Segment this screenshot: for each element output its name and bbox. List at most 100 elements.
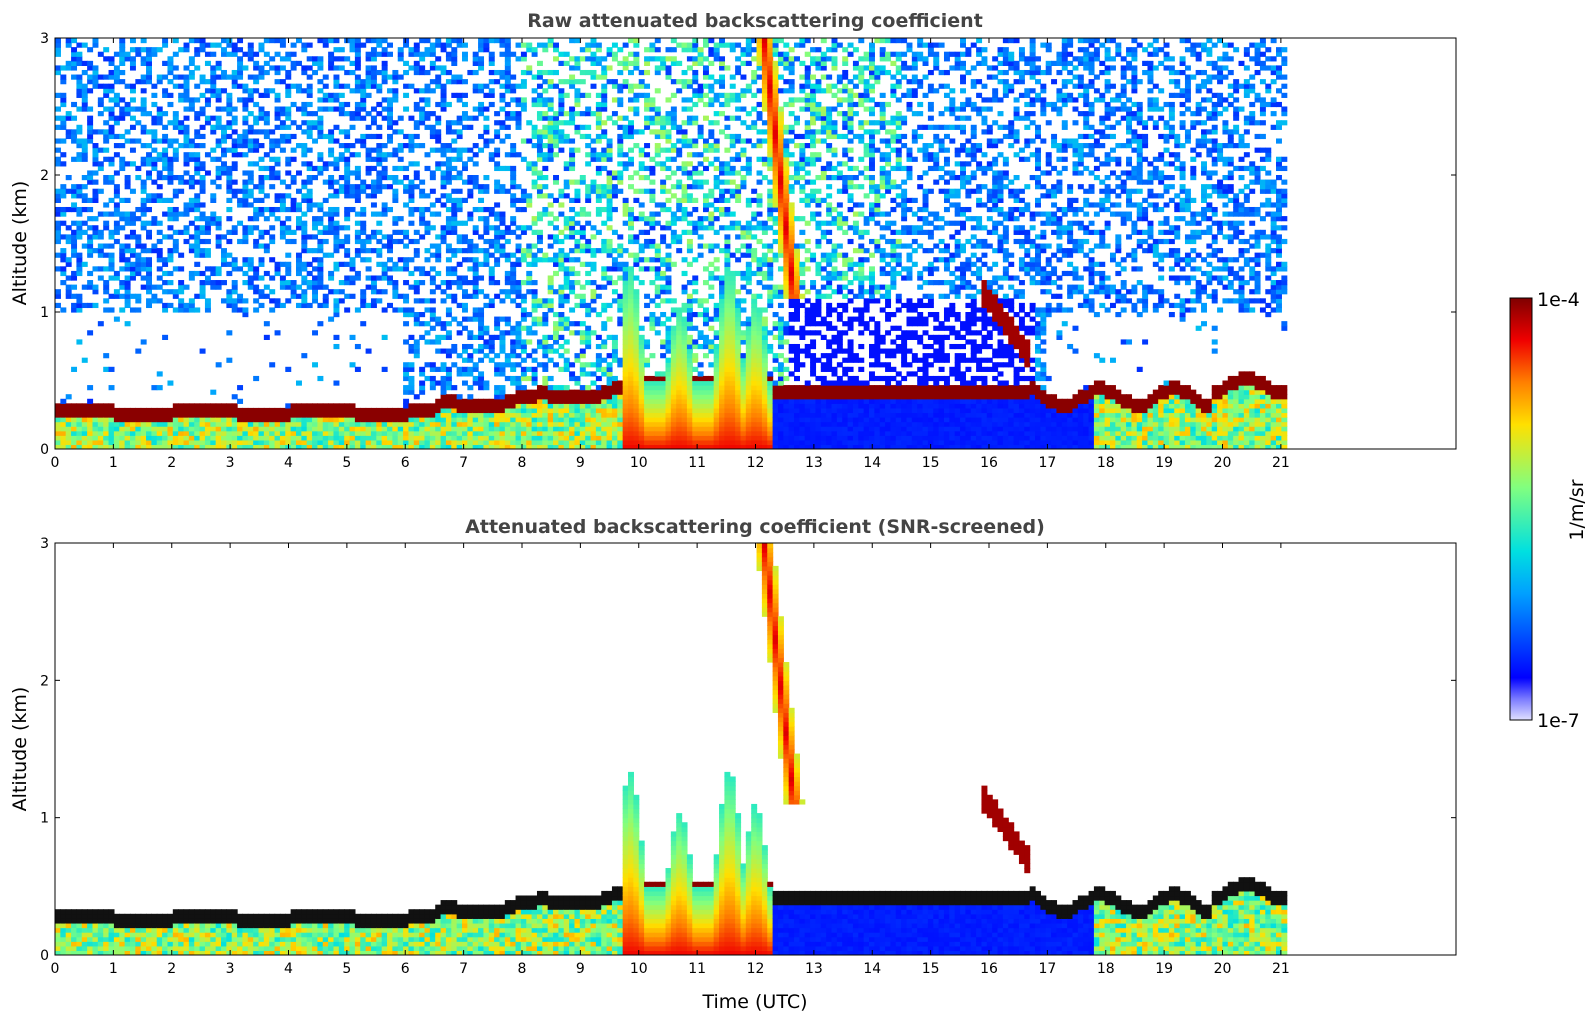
heatmap-cell: [108, 88, 115, 94]
heatmap-cell: [585, 439, 592, 446]
heatmap-cell: [488, 302, 495, 309]
heatmap-cell: [360, 143, 367, 149]
heatmap-cell: [301, 266, 308, 272]
heatmap-cell: [435, 417, 442, 423]
heatmap-cell: [462, 161, 468, 167]
heatmap-cell: [510, 275, 517, 281]
heatmap-cell: [595, 407, 602, 414]
heatmap-cell: [483, 417, 490, 423]
heatmap-cell: [617, 394, 624, 400]
heatmap-cell: [333, 92, 340, 98]
heatmap-cell: [140, 426, 147, 432]
heatmap-cell: [563, 257, 570, 263]
heatmap-cell: [472, 184, 479, 190]
heatmap-cell: [103, 426, 110, 432]
heatmap-cell: [290, 51, 297, 57]
heatmap-cell: [419, 435, 426, 441]
heatmap-cell: [403, 389, 410, 395]
heatmap-cell: [162, 156, 169, 162]
heatmap-cell: [628, 129, 634, 135]
heatmap-cell: [472, 69, 479, 76]
heatmap-cell: [494, 261, 501, 267]
heatmap-cell: [387, 412, 393, 418]
heatmap-cell: [462, 165, 468, 172]
heatmap-cell: [644, 92, 651, 98]
heatmap-cell: [92, 234, 99, 240]
heatmap-cell: [60, 97, 67, 103]
heatmap-cell: [237, 439, 244, 446]
heatmap-cell: [167, 120, 174, 126]
heatmap-cell: [92, 156, 99, 162]
heatmap-cell: [435, 316, 442, 322]
heatmap-cell: [317, 421, 324, 427]
heatmap-cell: [328, 211, 335, 217]
heatmap-cell: [638, 371, 645, 377]
heatmap-cell: [247, 56, 254, 62]
heatmap-cell: [526, 421, 533, 427]
heatmap-cell: [542, 47, 549, 53]
heatmap-cell: [172, 417, 179, 423]
heatmap-cell: [499, 211, 506, 217]
heatmap-cell: [606, 353, 613, 359]
heatmap-cell: [312, 234, 319, 240]
heatmap-cell: [215, 430, 222, 436]
heatmap-cell: [595, 439, 602, 446]
heatmap-cell: [649, 193, 656, 199]
heatmap-cell: [606, 412, 613, 418]
heatmap-cell: [579, 47, 586, 53]
heatmap-cell: [574, 101, 581, 108]
heatmap-cell: [504, 280, 511, 286]
heatmap-cell: [569, 234, 576, 240]
heatmap-cell: [279, 220, 286, 226]
heatmap-cell: [445, 385, 452, 391]
heatmap-cell: [215, 225, 222, 231]
heatmap-cell: [113, 220, 120, 226]
heatmap-cell: [676, 321, 683, 327]
heatmap-cell: [424, 51, 431, 57]
heatmap-cell: [660, 129, 667, 135]
heatmap-cell: [194, 165, 201, 172]
heatmap-cell: [146, 430, 152, 436]
heatmap-cell: [295, 202, 302, 208]
heatmap-cell: [536, 234, 543, 240]
heatmap-cell: [71, 238, 78, 245]
heatmap-cell: [638, 79, 645, 85]
heatmap-cell: [558, 101, 565, 108]
heatmap-cell: [462, 357, 468, 363]
heatmap-cell: [124, 83, 131, 89]
heatmap-cell: [365, 74, 372, 80]
heatmap-cell: [681, 211, 688, 217]
heatmap-cell: [333, 206, 340, 213]
heatmap-cell: [638, 403, 645, 409]
heatmap-cell: [660, 261, 667, 267]
heatmap-cell: [370, 412, 377, 418]
heatmap-cell: [606, 375, 613, 382]
heatmap-cell: [429, 417, 436, 423]
heatmap-cell: [622, 298, 629, 304]
heatmap-cell: [644, 339, 651, 345]
heatmap-cell: [231, 444, 238, 449]
heatmap-cell: [344, 407, 351, 414]
heatmap-cell: [167, 165, 174, 172]
heatmap-cell: [306, 261, 313, 267]
heatmap-cell: [183, 407, 190, 414]
heatmap-cell: [237, 444, 244, 449]
heatmap-cell: [515, 430, 522, 436]
heatmap-cell: [295, 439, 302, 446]
heatmap-cell: [263, 421, 270, 427]
heatmap-cell: [129, 261, 136, 267]
heatmap-cell: [247, 175, 254, 181]
heatmap-cell: [279, 444, 286, 449]
heatmap-cell: [536, 316, 543, 322]
heatmap-cell: [633, 289, 640, 295]
heatmap-cell: [563, 362, 570, 368]
heatmap-cell: [569, 161, 576, 167]
heatmap-cell: [97, 444, 104, 449]
heatmap-cell: [633, 385, 640, 391]
heatmap-cell: [92, 79, 99, 85]
heatmap-cell: [670, 371, 677, 377]
heatmap-cell: [670, 417, 677, 423]
heatmap-cell: [569, 206, 576, 213]
heatmap-cell: [392, 175, 399, 181]
heatmap-cell: [569, 106, 576, 112]
